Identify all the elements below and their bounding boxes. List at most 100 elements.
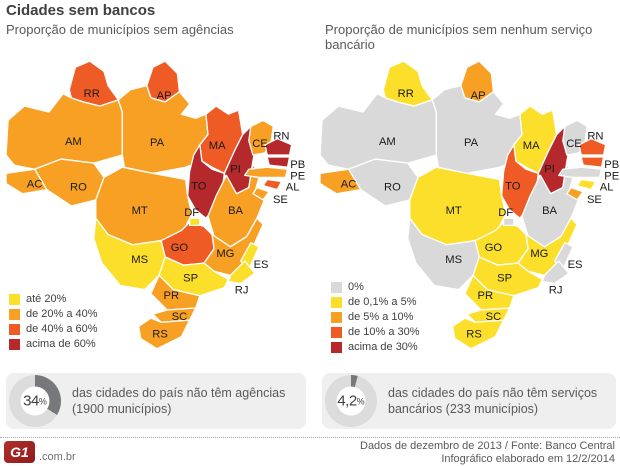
state-label-MG: MG (216, 248, 234, 260)
state-PB (266, 156, 291, 168)
state-label-ES: ES (568, 259, 583, 271)
state-RJ (227, 260, 256, 285)
state-label-RO: RO (70, 182, 87, 194)
state-label-SC: SC (486, 311, 502, 323)
legend-item: acima de 60% (9, 337, 98, 351)
state-RR (382, 60, 433, 107)
state-label-AL: AL (286, 182, 300, 194)
state-SE (566, 186, 584, 201)
source-line-1: Dados de dezembro de 2013 / Fonte: Banco… (360, 440, 615, 452)
state-label-CE: CE (566, 138, 582, 150)
legend-swatch-gray (331, 281, 342, 293)
state-label-MA: MA (209, 140, 226, 152)
state-AC (319, 168, 362, 195)
legend-label: 0% (348, 281, 364, 293)
donut-center: 4,2% (336, 386, 366, 416)
state-label-TO: TO (505, 181, 521, 193)
state-RJ (541, 260, 570, 285)
state-PE (244, 166, 289, 179)
state-label-SC: SC (172, 311, 188, 323)
state-label-AC: AC (27, 179, 43, 191)
stat-line-1: das cidades do país não têm serviços (388, 386, 598, 400)
legend-label: até 20% (26, 293, 67, 305)
map-no-agencies: AM RR AP PA MA PI CE TO BA RN PB PE AL SE RO AC MT GO DF MG… (4, 57, 310, 357)
legend-label: de 40% a 60% (26, 323, 98, 335)
state-RS (137, 317, 191, 350)
state-label-RJ: RJ (549, 285, 563, 297)
legend-swatch-amber (331, 311, 342, 323)
legend-label: de 20% a 40% (26, 308, 98, 320)
percent-sign: % (356, 396, 365, 406)
state-label-GO: GO (171, 242, 189, 254)
state-AL (262, 178, 283, 191)
legend-swatch-yellow (9, 293, 20, 305)
state-label-BA: BA (228, 205, 243, 217)
page-title: Cidades sem bancos (6, 2, 156, 19)
state-PB (580, 156, 605, 168)
state-label-RS: RS (152, 329, 168, 341)
source-line-2: Infográfico elaborado em 12/2/2014 (441, 453, 615, 465)
legend-item: até 20% (9, 292, 98, 306)
state-AC (5, 168, 48, 195)
legend-label: acima de 30% (348, 341, 418, 353)
state-label-TO: TO (191, 181, 207, 193)
footer-divider (0, 437, 620, 438)
state-label-SP: SP (183, 272, 198, 284)
stat-description: das cidades do país não têm agências (19… (72, 385, 285, 417)
stat-card-services: 4,2% das cidades do país não têm serviço… (322, 373, 616, 429)
state-MG (203, 217, 264, 277)
legend-swatch-orange (331, 326, 342, 338)
state-label-PA: PA (464, 137, 479, 149)
stat-percent: 4,2 (337, 392, 357, 410)
legend-label: de 5% a 10% (348, 311, 414, 323)
legend-no-banking-services: 0% de 0,1% a 5% de 5% a 10% de 10% a 30% aci… (331, 280, 420, 355)
g1-logo: G1 (4, 441, 35, 463)
state-label-PE: PE (604, 170, 619, 182)
state-label-MS: MS (131, 254, 148, 266)
state-label-PR: PR (477, 290, 493, 302)
state-label-RS: RS (466, 329, 482, 341)
subtitle-no-banking-services: Proporção de municípios sem nenhum servi… (325, 22, 593, 52)
state-label-CE: CE (252, 138, 268, 150)
state-label-AM: AM (379, 136, 396, 148)
state-label-MS: MS (445, 254, 462, 266)
legend-no-agencies: até 20% de 20% a 40% de 40% a 60% acima de … (9, 292, 98, 352)
state-label-RO: RO (384, 182, 401, 194)
state-label-MA: MA (523, 140, 540, 152)
donut-chart-agencies: 34% (9, 375, 61, 427)
state-label-MT: MT (446, 205, 462, 217)
state-label-GO: GO (485, 242, 503, 254)
state-label-SE: SE (273, 194, 288, 206)
state-label-RR: RR (398, 88, 414, 100)
state-label-MT: MT (132, 205, 148, 217)
g1-logo-suffix: .com.br (39, 451, 76, 463)
state-label-ES: ES (254, 259, 269, 271)
legend-swatch-orange (9, 323, 20, 335)
state-label-BA: BA (542, 205, 557, 217)
legend-item: de 0,1% a 5% (331, 295, 420, 309)
legend-item: acima de 30% (331, 340, 420, 354)
state-label-RN: RN (273, 131, 289, 143)
legend-swatch-yellow (331, 296, 342, 308)
state-label-PI: PI (230, 163, 241, 175)
state-RR (68, 60, 119, 107)
state-label-RN: RN (587, 131, 603, 143)
state-label-AM: AM (65, 136, 82, 148)
state-label-PI: PI (544, 163, 555, 175)
stat-description: das cidades do país não têm serviços ban… (388, 385, 597, 417)
subtitle-no-agencies: Proporção de municípios sem agências (6, 22, 234, 37)
legend-item: de 20% a 40% (9, 307, 98, 321)
state-label-DF: DF (184, 207, 199, 219)
state-label-PB: PB (604, 159, 619, 171)
state-RN (264, 137, 293, 156)
state-AM (5, 93, 123, 170)
legend-item: de 10% a 30% (331, 325, 420, 339)
stat-line-2: (1900 municípios) (72, 402, 172, 416)
legend-swatch-red (9, 338, 20, 350)
state-RN (578, 137, 607, 156)
state-label-SE: SE (587, 194, 602, 206)
map-no-banking-services: AM RR AP PA MA PI CE TO BA RN PB PE AL SE RO AC MT GO DF MG… (318, 57, 620, 357)
donut-center: 34% (20, 386, 50, 416)
